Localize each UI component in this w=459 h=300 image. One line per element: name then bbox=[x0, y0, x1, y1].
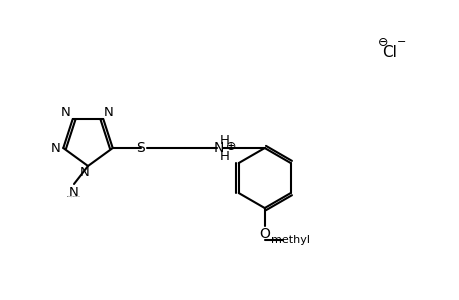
Text: N: N bbox=[61, 106, 70, 119]
Text: ⊕: ⊕ bbox=[225, 140, 235, 152]
Text: ⊖: ⊖ bbox=[377, 35, 387, 49]
Text: N: N bbox=[103, 106, 113, 119]
Text: Cl: Cl bbox=[382, 44, 397, 59]
Text: H: H bbox=[219, 134, 229, 146]
Text: H: H bbox=[219, 149, 229, 163]
Text: methyl: methyl bbox=[271, 235, 309, 245]
Text: O: O bbox=[259, 227, 269, 241]
Text: N: N bbox=[50, 142, 60, 154]
Text: −: − bbox=[397, 37, 406, 47]
Text: S: S bbox=[136, 141, 145, 155]
Text: N: N bbox=[69, 185, 78, 199]
Text: N: N bbox=[80, 167, 90, 179]
Text: methyl_placeholder: methyl_placeholder bbox=[67, 195, 81, 197]
Text: N: N bbox=[213, 141, 224, 155]
